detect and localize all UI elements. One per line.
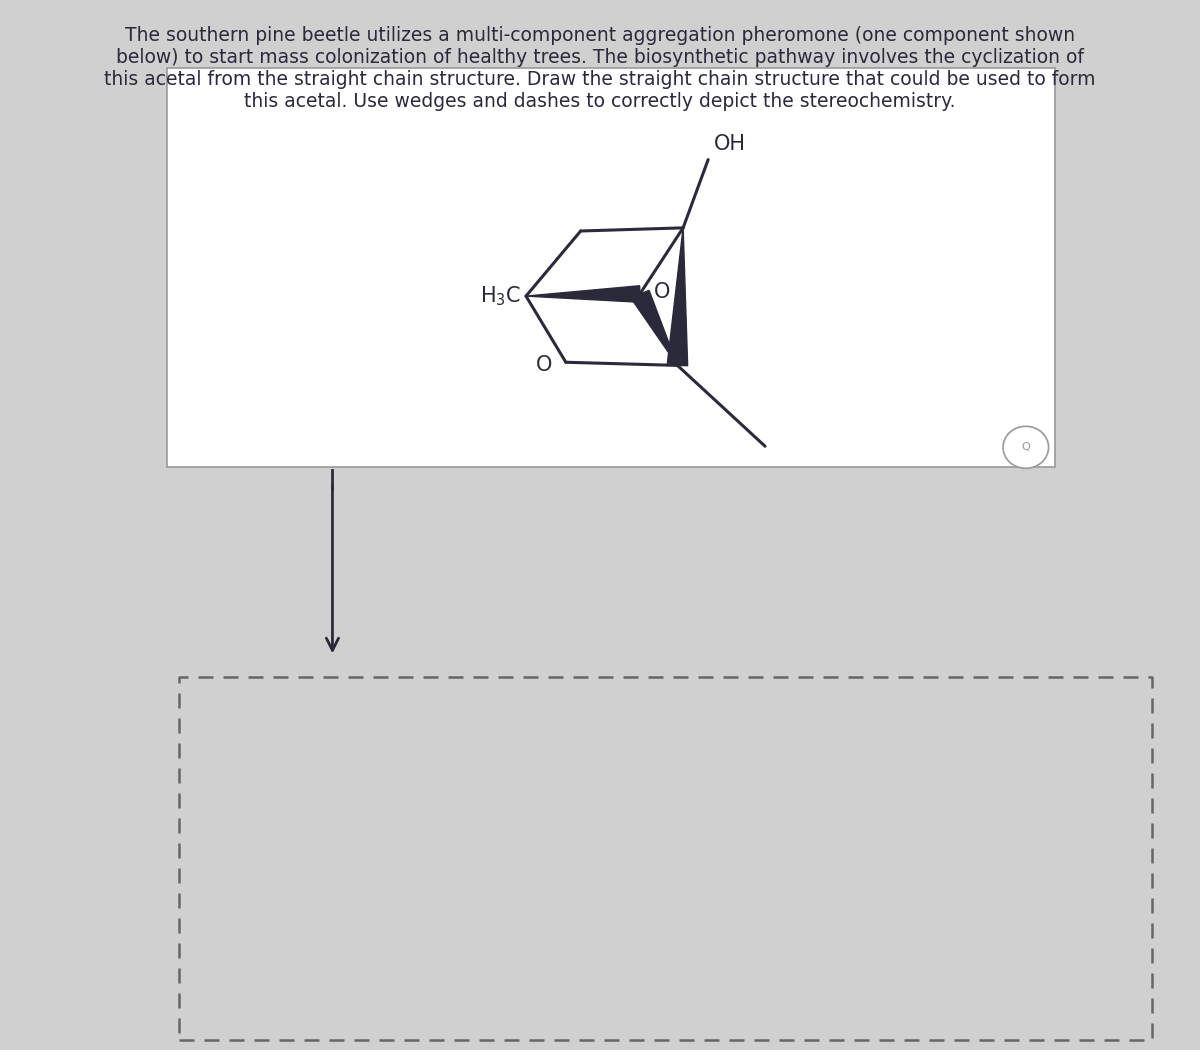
Circle shape xyxy=(1003,426,1049,468)
Text: H$_3$C: H$_3$C xyxy=(480,285,522,308)
Text: Q: Q xyxy=(1021,442,1030,453)
Text: OH: OH xyxy=(714,134,746,154)
FancyBboxPatch shape xyxy=(167,68,1056,467)
Polygon shape xyxy=(631,291,678,365)
Text: O: O xyxy=(536,355,552,376)
Polygon shape xyxy=(667,228,688,365)
Text: The southern pine beetle utilizes a multi-component aggregation pheromone (one c: The southern pine beetle utilizes a mult… xyxy=(104,26,1096,111)
Text: O: O xyxy=(654,281,670,302)
Polygon shape xyxy=(526,286,640,302)
